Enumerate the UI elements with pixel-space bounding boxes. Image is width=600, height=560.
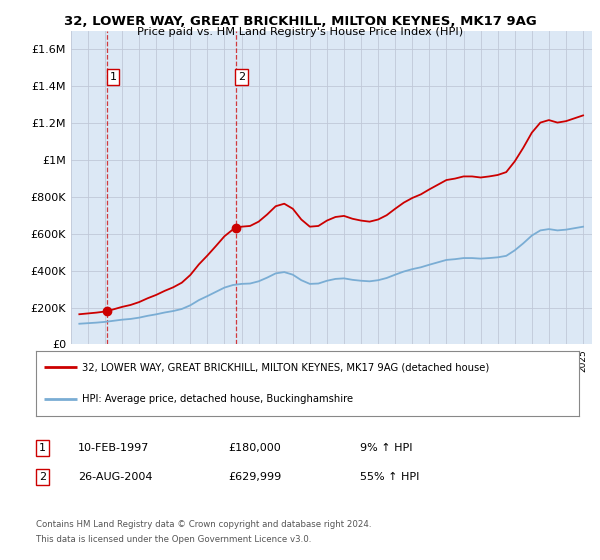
Text: 2: 2	[39, 472, 46, 482]
Text: £180,000: £180,000	[228, 443, 281, 453]
Text: This data is licensed under the Open Government Licence v3.0.: This data is licensed under the Open Gov…	[36, 535, 311, 544]
Text: 26-AUG-2004: 26-AUG-2004	[78, 472, 152, 482]
Text: Price paid vs. HM Land Registry's House Price Index (HPI): Price paid vs. HM Land Registry's House …	[137, 27, 463, 37]
Text: HPI: Average price, detached house, Buckinghamshire: HPI: Average price, detached house, Buck…	[82, 394, 353, 404]
Text: 1: 1	[39, 443, 46, 453]
Text: Contains HM Land Registry data © Crown copyright and database right 2024.: Contains HM Land Registry data © Crown c…	[36, 520, 371, 529]
Text: £629,999: £629,999	[228, 472, 281, 482]
Text: 1: 1	[109, 72, 116, 82]
Text: 2: 2	[238, 72, 245, 82]
Text: 32, LOWER WAY, GREAT BRICKHILL, MILTON KEYNES, MK17 9AG: 32, LOWER WAY, GREAT BRICKHILL, MILTON K…	[64, 15, 536, 27]
Text: 10-FEB-1997: 10-FEB-1997	[78, 443, 149, 453]
Text: 32, LOWER WAY, GREAT BRICKHILL, MILTON KEYNES, MK17 9AG (detached house): 32, LOWER WAY, GREAT BRICKHILL, MILTON K…	[82, 362, 490, 372]
Text: 9% ↑ HPI: 9% ↑ HPI	[360, 443, 413, 453]
Text: 55% ↑ HPI: 55% ↑ HPI	[360, 472, 419, 482]
